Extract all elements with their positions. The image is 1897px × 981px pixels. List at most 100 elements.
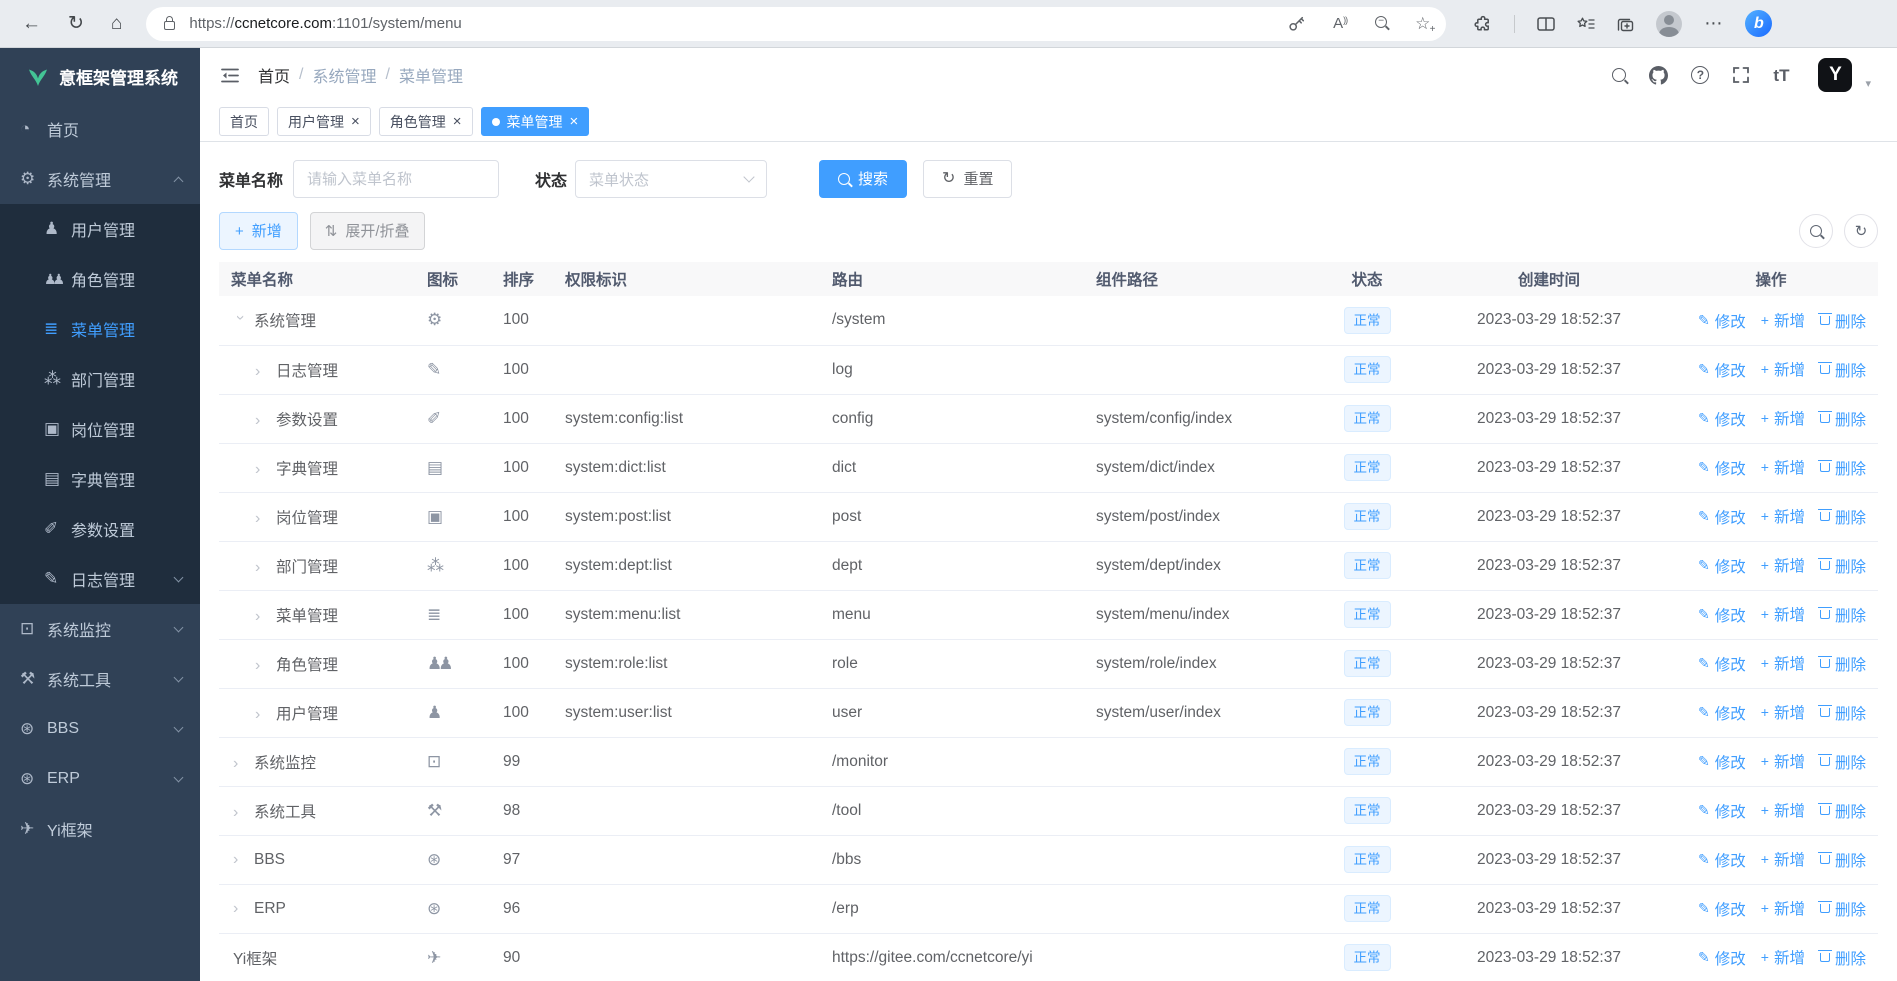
row-edit-link[interactable]: ✎ 修改 [1698,506,1746,528]
close-icon[interactable]: × [452,113,462,130]
row-delete-link[interactable]: 删除 [1817,898,1866,920]
tab-0[interactable]: 首页 [219,107,269,136]
add-button[interactable]: + 新增 [219,212,298,250]
breadcrumb-item-menu[interactable]: 菜单管理 [398,69,463,86]
zoom-out-icon[interactable] [1375,15,1388,32]
refresh-icon[interactable]: ↻ [68,13,84,34]
row-delete-link[interactable]: 删除 [1817,506,1866,528]
row-delete-link[interactable]: 删除 [1817,555,1866,577]
row-add-link[interactable]: + 新增 [1761,750,1805,772]
row-edit-link[interactable]: ✎ 修改 [1698,310,1746,332]
sidebar-item-gear[interactable]: ⚙ 系统管理 [0,154,200,204]
status-select[interactable]: 菜单状态 [575,160,768,198]
row-add-link[interactable]: + 新增 [1761,554,1805,576]
refresh-table-button[interactable]: ↻ [1844,214,1878,248]
row-edit-link[interactable]: ✎ 修改 [1698,653,1746,675]
expand-toggle-icon[interactable]: › [255,460,261,478]
expand-toggle-icon[interactable]: › [255,509,261,527]
row-edit-link[interactable]: ✎ 修改 [1698,604,1746,626]
breadcrumb-item-home[interactable]: 首页 [258,69,291,86]
sidebar-item-globe[interactable]: ⊛ BBS [0,704,200,754]
row-add-link[interactable]: + 新增 [1761,505,1805,527]
expand-toggle-icon[interactable]: › [233,803,239,821]
sidebar-item-toolbox[interactable]: ⚒ 系统工具 [0,654,200,704]
row-delete-link[interactable]: 删除 [1817,702,1866,724]
collapse-sidebar-icon[interactable] [220,67,240,84]
row-delete-link[interactable]: 删除 [1817,947,1866,969]
row-add-link[interactable]: + 新增 [1761,946,1805,968]
row-edit-link[interactable]: ✎ 修改 [1698,849,1746,871]
github-icon[interactable] [1649,65,1669,85]
help-icon[interactable]: ? [1691,66,1710,84]
row-add-link[interactable]: + 新增 [1761,456,1805,478]
tab-2[interactable]: 角色管理 × [378,107,473,136]
row-edit-link[interactable]: ✎ 修改 [1698,947,1746,969]
row-delete-link[interactable]: 删除 [1817,457,1866,479]
row-add-link[interactable]: + 新增 [1761,358,1805,380]
user-avatar[interactable]: Y [1818,58,1853,92]
expand-toggle-icon[interactable]: › [255,656,261,674]
sidebar-item-badge[interactable]: ▣ 岗位管理 [0,404,200,454]
sidebar-item-globe[interactable]: ⊛ ERP [0,754,200,804]
expand-toggle-icon[interactable]: › [255,558,261,576]
row-delete-link[interactable]: 删除 [1817,800,1866,822]
tab-1[interactable]: 用户管理 × [277,107,371,136]
collections-icon[interactable] [1617,15,1634,32]
sidebar-item-monitor[interactable]: ⊡ 系统监控 [0,604,200,654]
close-icon[interactable]: × [569,113,579,130]
key-icon[interactable] [1288,15,1305,32]
font-size-icon[interactable]: tT [1773,65,1790,85]
reset-button[interactable]: ↻ 重置 [923,160,1013,198]
row-edit-link[interactable]: ✎ 修改 [1698,898,1746,920]
row-delete-link[interactable]: 删除 [1817,653,1866,675]
row-delete-link[interactable]: 删除 [1817,359,1866,381]
expand-toggle-icon[interactable]: › [233,899,239,917]
row-add-link[interactable]: + 新增 [1761,603,1805,625]
menu-name-input[interactable] [293,160,500,198]
show-search-button[interactable] [1799,214,1833,248]
row-add-link[interactable]: + 新增 [1761,897,1805,919]
row-add-link[interactable]: + 新增 [1761,652,1805,674]
row-delete-link[interactable]: 删除 [1817,849,1866,871]
sidebar-item-menu-list[interactable]: ≣ 菜单管理 [0,304,200,354]
extensions-puzzle-icon[interactable] [1474,15,1492,33]
row-edit-link[interactable]: ✎ 修改 [1698,555,1746,577]
row-add-link[interactable]: + 新增 [1761,701,1805,723]
expand-toggle-icon[interactable]: › [232,315,249,321]
home-icon[interactable]: ⌂ [110,13,123,34]
breadcrumb-item-system[interactable]: 系统管理 [312,69,377,86]
row-edit-link[interactable]: ✎ 修改 [1698,408,1746,430]
fullscreen-icon[interactable] [1732,66,1750,84]
sidebar-item-dashboard[interactable]: ◔ 首页 [0,104,200,154]
row-delete-link[interactable]: 删除 [1817,604,1866,626]
row-edit-link[interactable]: ✎ 修改 [1698,457,1746,479]
tab-3[interactable]: 菜单管理 × [480,107,590,136]
row-add-link[interactable]: + 新增 [1761,848,1805,870]
row-edit-link[interactable]: ✎ 修改 [1698,702,1746,724]
sidebar-item-users[interactable]: ♟♟ 角色管理 [0,254,200,304]
settings-menu-icon[interactable]: ⋯ [1704,13,1724,33]
sidebar-item-org-tree[interactable]: ⁂ 部门管理 [0,354,200,404]
add-favorite-icon[interactable]: ☆ + [1415,14,1436,35]
sidebar-item-edit[interactable]: ✐ 参数设置 [0,504,200,554]
split-screen-icon[interactable] [1537,16,1556,32]
sidebar-item-user[interactable]: ♟ 用户管理 [0,204,200,254]
expand-toggle-icon[interactable]: › [255,411,261,429]
expand-toggle-icon[interactable]: › [255,607,261,625]
row-delete-link[interactable]: 删除 [1817,310,1866,332]
row-delete-link[interactable]: 删除 [1817,408,1866,430]
close-icon[interactable]: × [351,113,360,130]
sidebar-item-send[interactable]: ✈ Yi框架 [0,804,200,854]
read-aloud-icon[interactable]: A)) [1333,15,1348,32]
expand-toggle-icon[interactable]: › [255,362,261,380]
sidebar-item-log[interactable]: ✎ 日志管理 [0,554,200,604]
search-icon[interactable] [1612,68,1627,82]
expand-toggle-icon[interactable]: › [233,754,239,772]
bing-copilot-icon[interactable]: b [1745,10,1773,37]
search-button[interactable]: 搜索 [819,160,908,198]
profile-avatar[interactable] [1656,10,1683,37]
favorites-hub-icon[interactable] [1577,17,1596,31]
row-add-link[interactable]: + 新增 [1761,407,1805,429]
back-icon[interactable]: ← [22,13,41,34]
row-delete-link[interactable]: 删除 [1817,751,1866,773]
